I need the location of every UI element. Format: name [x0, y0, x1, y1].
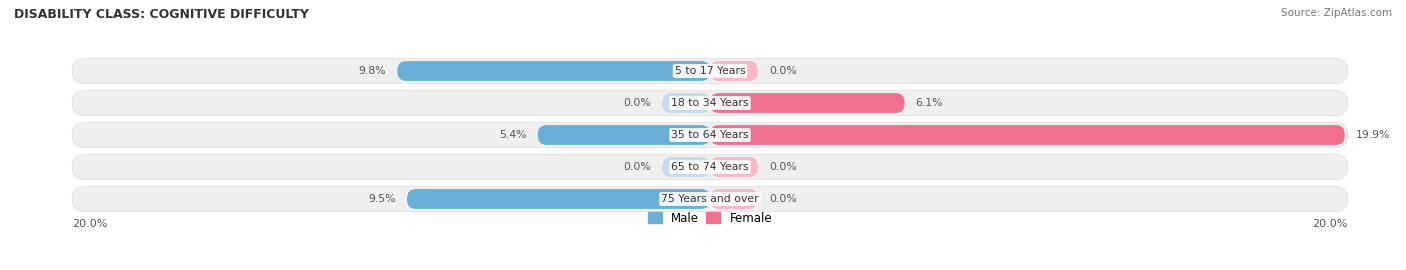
- Text: 0.0%: 0.0%: [769, 162, 797, 172]
- Text: 5.4%: 5.4%: [499, 130, 527, 140]
- FancyBboxPatch shape: [710, 61, 758, 81]
- Text: 20.0%: 20.0%: [72, 219, 108, 229]
- FancyBboxPatch shape: [72, 90, 1348, 116]
- FancyBboxPatch shape: [398, 61, 710, 81]
- Text: 9.5%: 9.5%: [368, 194, 396, 204]
- Text: 18 to 34 Years: 18 to 34 Years: [671, 98, 749, 108]
- Text: 0.0%: 0.0%: [623, 162, 651, 172]
- Text: 0.0%: 0.0%: [623, 98, 651, 108]
- Text: 20.0%: 20.0%: [1312, 219, 1348, 229]
- FancyBboxPatch shape: [72, 154, 1348, 180]
- Text: 0.0%: 0.0%: [769, 66, 797, 76]
- FancyBboxPatch shape: [408, 189, 710, 209]
- Legend: Male, Female: Male, Female: [643, 207, 778, 229]
- FancyBboxPatch shape: [538, 125, 710, 145]
- Text: 9.8%: 9.8%: [359, 66, 387, 76]
- FancyBboxPatch shape: [710, 93, 904, 113]
- Text: 5 to 17 Years: 5 to 17 Years: [675, 66, 745, 76]
- FancyBboxPatch shape: [72, 123, 1348, 147]
- Text: 19.9%: 19.9%: [1355, 130, 1391, 140]
- FancyBboxPatch shape: [72, 59, 1348, 83]
- Text: DISABILITY CLASS: COGNITIVE DIFFICULTY: DISABILITY CLASS: COGNITIVE DIFFICULTY: [14, 8, 309, 21]
- Text: 35 to 64 Years: 35 to 64 Years: [671, 130, 749, 140]
- Text: 75 Years and over: 75 Years and over: [661, 194, 759, 204]
- FancyBboxPatch shape: [662, 157, 710, 177]
- FancyBboxPatch shape: [72, 187, 1348, 211]
- Text: 65 to 74 Years: 65 to 74 Years: [671, 162, 749, 172]
- FancyBboxPatch shape: [662, 93, 710, 113]
- Text: 6.1%: 6.1%: [915, 98, 943, 108]
- FancyBboxPatch shape: [710, 125, 1344, 145]
- Text: Source: ZipAtlas.com: Source: ZipAtlas.com: [1281, 8, 1392, 18]
- Text: 0.0%: 0.0%: [769, 194, 797, 204]
- FancyBboxPatch shape: [710, 157, 758, 177]
- FancyBboxPatch shape: [710, 189, 758, 209]
